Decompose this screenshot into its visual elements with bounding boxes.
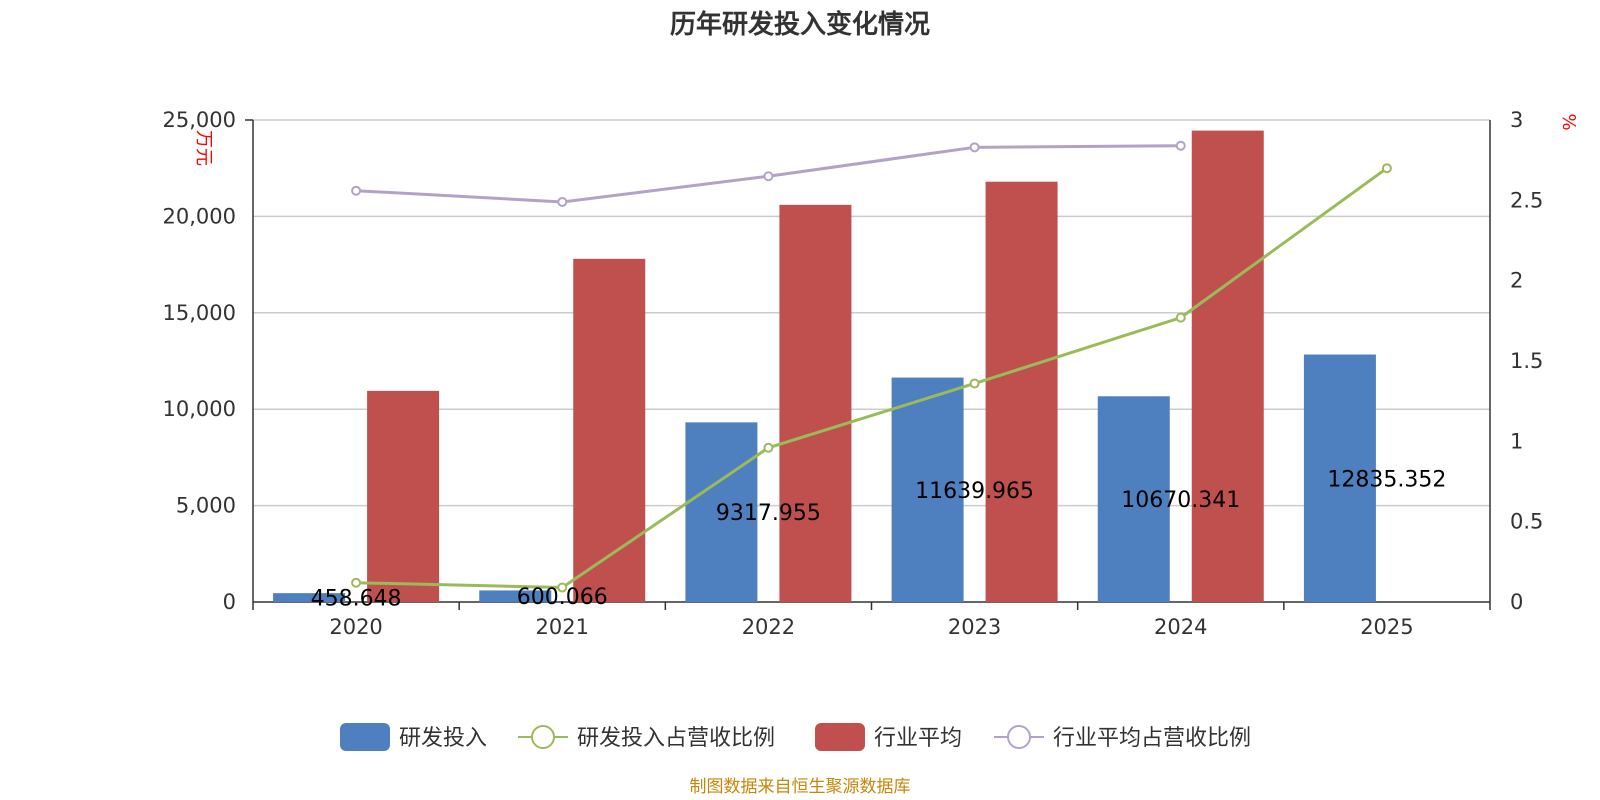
- bar-value-label: 600.066: [517, 585, 608, 610]
- bar-industry: [573, 258, 646, 602]
- line-point: [763, 171, 774, 182]
- legend-label: 行业平均占营收比例: [1053, 726, 1251, 751]
- legend-swatch: [340, 723, 390, 751]
- line-point: [351, 185, 362, 196]
- left-tick-label: 10,000: [163, 397, 236, 421]
- legend-marker: [531, 725, 555, 749]
- line-point: [1381, 163, 1392, 174]
- left-tick-label: 20,000: [163, 204, 236, 228]
- bar-rd: [1303, 354, 1376, 602]
- line-point: [969, 378, 980, 389]
- data-source: 制图数据来自恒生聚源数据库: [690, 777, 911, 797]
- bar-value-label: 12835.352: [1327, 467, 1446, 492]
- bar-value-label: 11639.965: [915, 479, 1034, 504]
- legend-label: 研发投入: [399, 726, 487, 751]
- axes: 0 5,000 10,000 15,000 20,000 25,000 0 0.5 1 1.5 2 2…: [163, 108, 1544, 639]
- right-tick-label: 3: [1510, 108, 1523, 132]
- bar-industry: [779, 204, 852, 602]
- x-tick-label: 2020: [329, 615, 382, 639]
- bar-rd: [685, 422, 758, 602]
- chart-title: 历年研发投入变化情况: [670, 9, 930, 40]
- bar-rd: [479, 590, 552, 602]
- bar-rd: [1097, 396, 1170, 602]
- bar-industry: [367, 390, 440, 602]
- line-point: [763, 442, 774, 453]
- line-point: [557, 582, 568, 593]
- bars: [273, 130, 1376, 603]
- x-tick-label: 2021: [536, 615, 589, 639]
- line-point: [351, 577, 362, 588]
- legend: 研发投入 研发投入占营收比例 行业平均 行业平均占营收比例: [340, 723, 1251, 751]
- bar-industry: [985, 181, 1058, 603]
- legend-swatch: [815, 723, 865, 751]
- lines: [351, 140, 1392, 593]
- right-axis-unit: %: [1558, 113, 1579, 130]
- bar-value-label: 9317.955: [716, 501, 821, 526]
- left-tick-label: 25,000: [163, 108, 236, 132]
- left-axis-unit: 万元: [193, 130, 214, 166]
- x-tick-label: 2022: [742, 615, 795, 639]
- right-tick-label: 0: [1510, 590, 1523, 614]
- right-tick-label: 0.5: [1510, 510, 1543, 534]
- x-tick-label: 2023: [948, 615, 1001, 639]
- line-point: [1175, 312, 1186, 323]
- line-point: [969, 142, 980, 153]
- left-tick-label: 15,000: [163, 301, 236, 325]
- bar-rd: [273, 593, 346, 602]
- grid: [253, 119, 1490, 507]
- right-tick-label: 1.5: [1510, 349, 1543, 373]
- left-tick-label: 0: [223, 590, 236, 614]
- left-tick-label: 5,000: [176, 494, 236, 518]
- legend-label: 研发投入占营收比例: [577, 726, 775, 751]
- bar-value-label: 458.648: [311, 587, 402, 612]
- line-point: [557, 196, 568, 207]
- x-tick-label: 2025: [1360, 615, 1413, 639]
- right-tick-label: 2: [1510, 269, 1523, 293]
- bar-rd: [891, 377, 964, 602]
- legend-marker: [1007, 725, 1031, 749]
- data-labels: 458.648 600.066 9317.955 11639.965 10670.341…: [311, 467, 1447, 611]
- right-tick-label: 1: [1510, 429, 1523, 453]
- legend-label: 行业平均: [874, 726, 962, 751]
- x-tick-label: 2024: [1154, 615, 1207, 639]
- line-point: [1175, 140, 1186, 151]
- right-tick-label: 2.5: [1510, 188, 1543, 212]
- bar-value-label: 10670.341: [1121, 488, 1240, 513]
- bar-industry: [1191, 130, 1264, 602]
- series-line: [356, 166, 1388, 590]
